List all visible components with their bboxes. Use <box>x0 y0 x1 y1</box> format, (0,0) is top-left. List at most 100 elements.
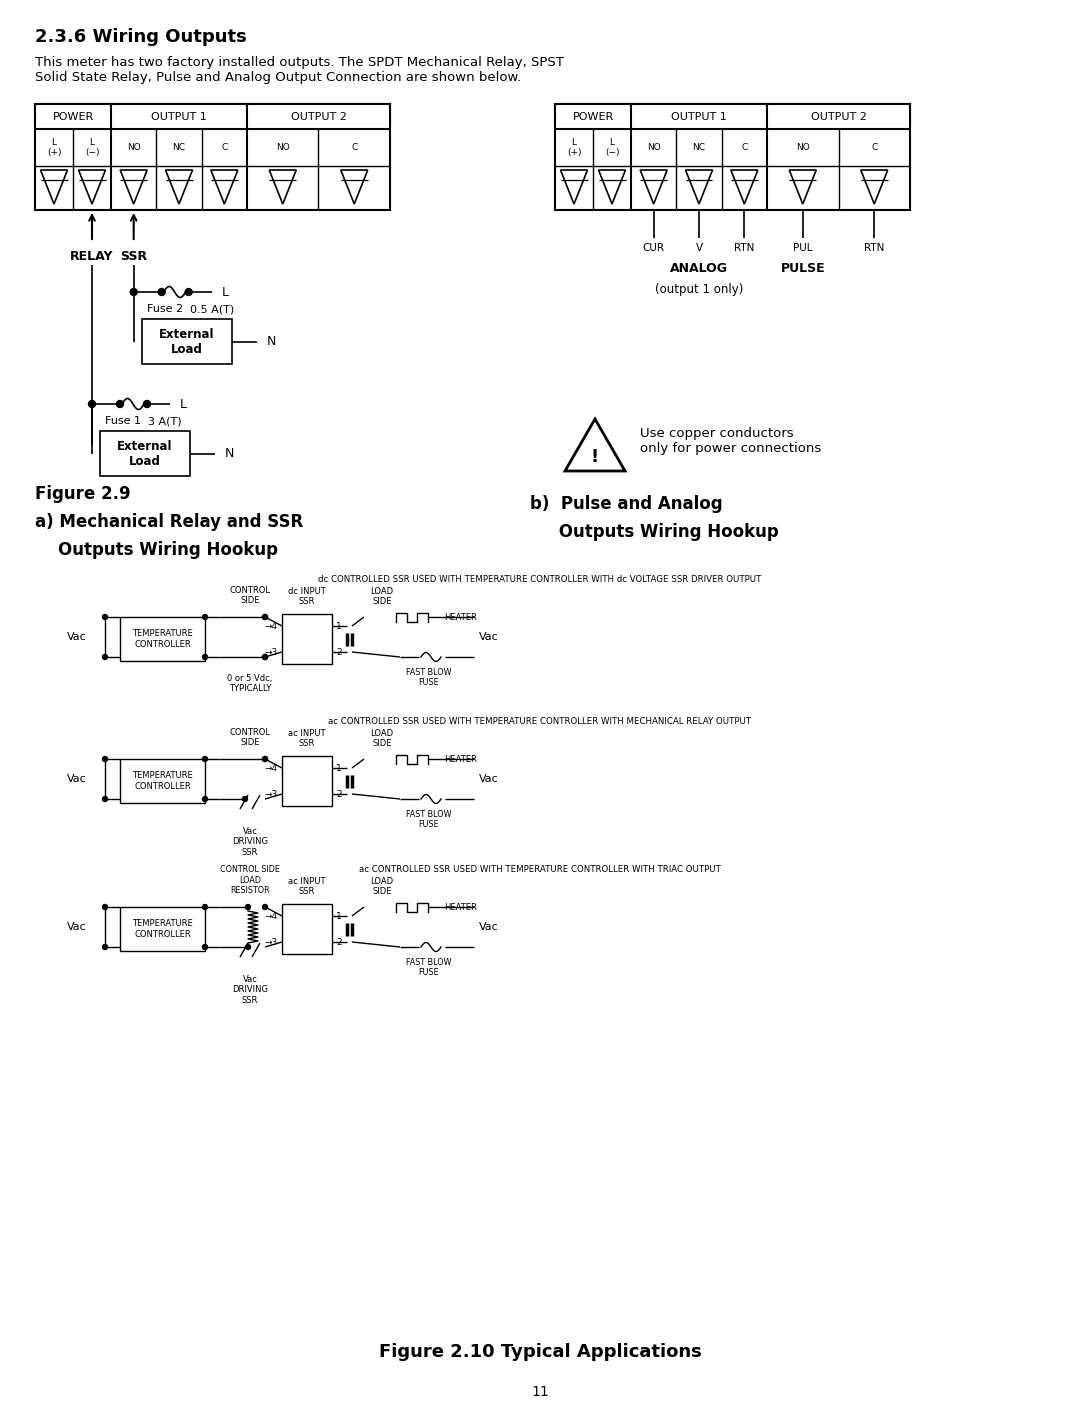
Polygon shape <box>79 169 106 203</box>
Polygon shape <box>41 169 67 203</box>
Polygon shape <box>861 169 888 203</box>
Text: →3: →3 <box>265 648 278 657</box>
Circle shape <box>202 655 207 659</box>
Text: Outputs Wiring Hookup: Outputs Wiring Hookup <box>35 541 278 559</box>
Text: L
(−): L (−) <box>605 138 619 157</box>
Text: C: C <box>221 143 228 152</box>
Text: Figure 2.9: Figure 2.9 <box>35 484 131 503</box>
Text: Fuse 2: Fuse 2 <box>147 304 183 313</box>
Bar <box>120 760 205 803</box>
Bar <box>282 614 332 664</box>
Polygon shape <box>640 169 667 203</box>
Text: NO: NO <box>796 143 810 152</box>
Text: FAST BLOW
FUSE: FAST BLOW FUSE <box>406 810 451 829</box>
Circle shape <box>262 757 268 761</box>
Text: ac INPUT
SSR: ac INPUT SSR <box>288 877 326 897</box>
Text: This meter has two factory installed outputs. The SPDT Mechanical Relay, SPST
So: This meter has two factory installed out… <box>35 56 564 83</box>
Text: External
Load: External Load <box>118 439 173 467</box>
Text: 2.3.6 Wiring Outputs: 2.3.6 Wiring Outputs <box>35 28 246 47</box>
Circle shape <box>103 905 108 909</box>
Text: N: N <box>225 448 234 460</box>
Circle shape <box>103 614 108 620</box>
Polygon shape <box>269 169 296 203</box>
Polygon shape <box>731 169 758 203</box>
Text: 11: 11 <box>531 1385 549 1399</box>
Text: →4: →4 <box>265 764 278 772</box>
Text: Vac: Vac <box>67 922 87 932</box>
Text: →4: →4 <box>265 912 278 921</box>
Circle shape <box>202 905 207 909</box>
Text: C: C <box>741 143 747 152</box>
Text: NC: NC <box>173 143 186 152</box>
Text: RTN: RTN <box>864 243 885 253</box>
Circle shape <box>103 796 108 802</box>
Circle shape <box>202 796 207 802</box>
Text: NO: NO <box>275 143 289 152</box>
Text: FAST BLOW
FUSE: FAST BLOW FUSE <box>406 957 451 977</box>
Circle shape <box>262 614 268 620</box>
Circle shape <box>103 655 108 659</box>
Text: 1: 1 <box>336 764 341 772</box>
Text: C: C <box>872 143 877 152</box>
Text: TEMPERATURE
CONTROLLER: TEMPERATURE CONTROLLER <box>132 771 193 791</box>
Text: N: N <box>267 335 276 347</box>
Circle shape <box>202 757 207 761</box>
Text: L: L <box>221 285 229 298</box>
Text: 2: 2 <box>336 648 341 657</box>
Text: HEATER: HEATER <box>444 613 477 621</box>
Circle shape <box>245 945 251 949</box>
Text: LOAD
SIDE: LOAD SIDE <box>370 586 393 606</box>
Text: Figure 2.10 Typical Applications: Figure 2.10 Typical Applications <box>379 1343 701 1361</box>
Text: Vac: Vac <box>480 633 499 642</box>
Circle shape <box>144 401 150 408</box>
Bar <box>282 755 332 806</box>
Text: L
(+): L (+) <box>46 138 62 157</box>
Bar <box>120 907 205 952</box>
Polygon shape <box>341 169 368 203</box>
Text: 0 or 5 Vdc,
TYPICALLY: 0 or 5 Vdc, TYPICALLY <box>227 674 272 693</box>
Polygon shape <box>789 169 816 203</box>
Bar <box>141 319 232 364</box>
Bar <box>282 904 332 955</box>
Circle shape <box>262 655 268 659</box>
Text: LOAD
SIDE: LOAD SIDE <box>370 877 393 897</box>
Text: CONTROL
SIDE: CONTROL SIDE <box>229 727 270 747</box>
Text: Fuse 1: Fuse 1 <box>105 417 141 426</box>
Polygon shape <box>165 169 192 203</box>
Text: External
Load: External Load <box>159 328 215 356</box>
Text: L: L <box>180 398 187 411</box>
Text: →4: →4 <box>265 621 278 631</box>
Circle shape <box>262 757 268 761</box>
Text: RELAY: RELAY <box>70 250 113 263</box>
Circle shape <box>117 401 123 408</box>
Text: ac CONTROLLED SSR USED WITH TEMPERATURE CONTROLLER WITH TRIAC OUTPUT: ac CONTROLLED SSR USED WITH TEMPERATURE … <box>359 864 721 874</box>
Polygon shape <box>211 169 238 203</box>
Circle shape <box>185 288 192 295</box>
Text: C: C <box>351 143 357 152</box>
Circle shape <box>245 905 251 909</box>
Bar <box>35 104 390 128</box>
Text: 1: 1 <box>336 912 341 921</box>
Text: POWER: POWER <box>572 112 613 121</box>
Circle shape <box>262 905 268 909</box>
Bar <box>100 431 190 476</box>
Bar <box>555 104 910 128</box>
Text: CONTROL SIDE
LOAD
RESISTOR: CONTROL SIDE LOAD RESISTOR <box>220 866 280 895</box>
Polygon shape <box>120 169 147 203</box>
Text: !: ! <box>591 448 599 466</box>
Text: Vac
DRIVING
SSR: Vac DRIVING SSR <box>232 976 268 1005</box>
Text: LOAD
SIDE: LOAD SIDE <box>370 729 393 748</box>
Text: FAST BLOW
FUSE: FAST BLOW FUSE <box>406 668 451 688</box>
Text: 2: 2 <box>336 938 341 946</box>
Text: CONTROL
SIDE: CONTROL SIDE <box>229 586 270 604</box>
Circle shape <box>243 796 247 802</box>
Text: →3: →3 <box>265 789 278 799</box>
Text: 0.5 A(T): 0.5 A(T) <box>190 304 234 313</box>
Text: OUTPUT 1: OUTPUT 1 <box>151 112 207 121</box>
Text: Vac
DRIVING
SSR: Vac DRIVING SSR <box>232 827 268 857</box>
Text: (output 1 only): (output 1 only) <box>654 284 743 297</box>
Text: OUTPUT 2: OUTPUT 2 <box>291 112 347 121</box>
Bar <box>35 104 390 210</box>
Text: PUL: PUL <box>793 243 812 253</box>
Text: ANALOG: ANALOG <box>670 261 728 274</box>
